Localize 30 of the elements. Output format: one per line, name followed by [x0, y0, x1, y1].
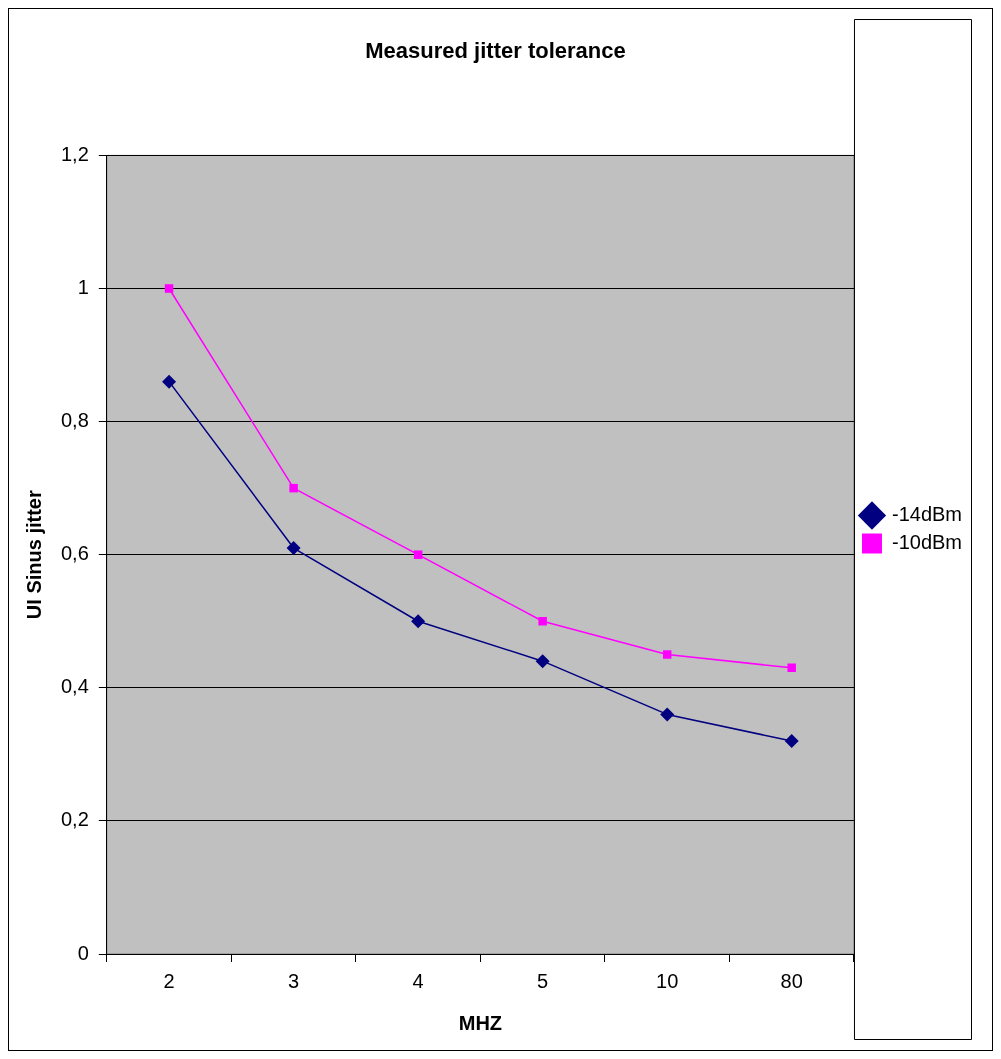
- point: [660, 707, 675, 722]
- y-axis-title: UI Sinus jitter: [22, 490, 45, 620]
- x-tick-label: 3: [288, 969, 300, 992]
- x-tick-label: 80: [780, 969, 803, 992]
- x-tick-label: 4: [412, 969, 424, 992]
- x-tick-label: 10: [656, 969, 679, 992]
- y-tick-label: 0,6: [60, 542, 89, 565]
- point: [784, 734, 799, 749]
- y-tick-label: 1,2: [60, 142, 89, 165]
- point: [535, 654, 550, 669]
- point: [662, 650, 672, 659]
- y-tick-label: 0,4: [60, 675, 89, 698]
- point: [413, 550, 423, 559]
- point: [162, 374, 177, 389]
- legend-label: -14dBm: [891, 503, 962, 526]
- x-tick-label: 5: [537, 969, 549, 992]
- y-tick-label: 0: [77, 941, 89, 964]
- x-axis-title: MHZ: [458, 1011, 503, 1034]
- point: [411, 614, 426, 629]
- y-tick-label: 0,8: [60, 409, 89, 432]
- point: [164, 284, 174, 293]
- legend-label: -10dBm: [891, 531, 962, 554]
- point: [286, 541, 301, 556]
- chart-title: Measured jitter tolerance: [365, 38, 626, 64]
- point: [289, 483, 298, 493]
- point: [787, 663, 796, 673]
- y-tick-label: 1: [77, 276, 89, 299]
- y-tick-label: 0,2: [60, 808, 89, 831]
- x-tick-label: 2: [163, 969, 175, 992]
- point: [538, 617, 547, 626]
